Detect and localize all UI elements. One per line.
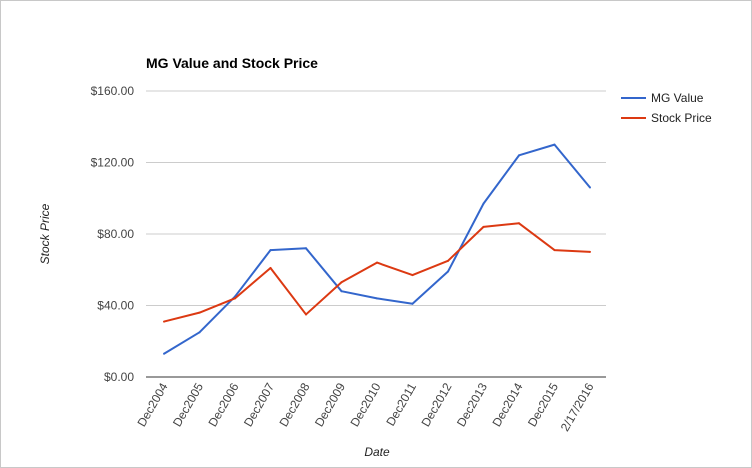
y-axis-title: Stock Price	[38, 203, 52, 264]
data-point-stock-price	[198, 311, 201, 314]
x-tick-label: Dec2009	[312, 380, 348, 429]
x-tick-label: Dec2015	[525, 380, 561, 429]
y-tick-label: $80.00	[97, 227, 134, 241]
data-point-mg-value	[482, 202, 485, 205]
data-point-stock-price	[234, 297, 236, 300]
gridlines	[146, 90, 606, 378]
x-axis-title: Date	[364, 445, 390, 459]
x-tick-label: Dec2005	[170, 380, 206, 429]
series-line-mg-value	[163, 143, 591, 355]
x-tick-label: Dec2014	[489, 380, 525, 429]
data-point-mg-value	[553, 143, 556, 146]
data-point-mg-value	[269, 249, 272, 252]
data-point-stock-price	[482, 225, 485, 228]
x-tick-label: Dec2006	[205, 380, 241, 429]
data-point-mg-value	[305, 247, 307, 250]
data-point-mg-value	[376, 297, 378, 300]
data-point-mg-value	[163, 352, 165, 355]
legend-label-stock-price: Stock Price	[651, 111, 712, 125]
legend: MG Value Stock Price	[621, 91, 712, 125]
x-axis-ticks: Dec2004 Dec2005 Dec2006 Dec2007 Dec2008 Dec20…	[134, 380, 596, 434]
y-tick-label: $0.00	[104, 370, 134, 384]
legend-label-mg-value: MG Value	[651, 91, 704, 105]
data-point-mg-value	[447, 270, 449, 273]
x-tick-label: Dec2004	[134, 380, 170, 429]
data-point-stock-price	[305, 313, 307, 316]
x-tick-label: Dec2011	[383, 380, 419, 428]
chart-title: MG Value and Stock Price	[146, 55, 318, 71]
x-tick-label: Dec2010	[347, 380, 383, 429]
data-point-stock-price	[411, 274, 414, 277]
data-point-stock-price	[589, 250, 591, 253]
y-tick-label: $40.00	[97, 299, 134, 313]
data-point-stock-price	[269, 266, 272, 269]
x-tick-label: Dec2007	[241, 380, 277, 429]
data-point-stock-price	[376, 261, 378, 264]
y-axis-ticks: $0.00 $40.00 $80.00 $120.00 $160.00	[91, 84, 135, 384]
data-point-mg-value	[411, 302, 414, 305]
x-tick-label: Dec2008	[276, 380, 312, 429]
x-tick-label: Dec2012	[418, 380, 454, 429]
data-point-mg-value	[589, 186, 591, 189]
data-point-stock-price	[163, 320, 165, 323]
x-tick-label: 2/17/2016	[558, 380, 597, 434]
data-point-mg-value	[518, 154, 520, 157]
series-lines	[163, 143, 591, 355]
y-tick-label: $120.00	[91, 156, 135, 170]
data-point-stock-price	[553, 249, 556, 252]
y-tick-label: $160.00	[91, 84, 135, 98]
data-point-mg-value	[340, 290, 343, 293]
x-tick-label: Dec2013	[454, 380, 490, 429]
data-point-stock-price	[447, 259, 449, 262]
data-point-mg-value	[198, 331, 201, 334]
data-point-stock-price	[340, 281, 343, 284]
series-line-stock-price	[163, 222, 591, 323]
data-point-stock-price	[518, 222, 520, 225]
